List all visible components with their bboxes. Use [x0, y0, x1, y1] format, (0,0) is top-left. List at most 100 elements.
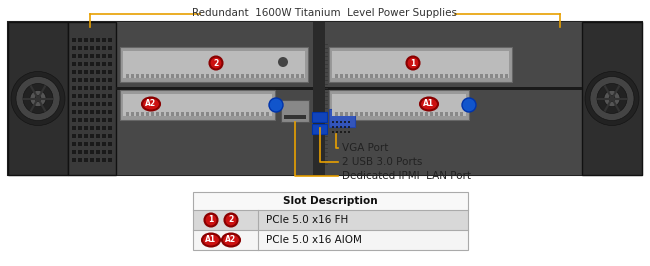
Bar	[136, 112, 139, 116]
Bar	[460, 112, 463, 116]
Circle shape	[462, 98, 476, 112]
Bar	[102, 46, 106, 50]
Bar	[385, 112, 388, 116]
Text: A2: A2	[146, 99, 157, 109]
Bar	[450, 112, 453, 116]
Bar	[470, 74, 473, 78]
Bar	[8, 22, 642, 175]
Bar	[96, 142, 100, 146]
Bar	[108, 62, 112, 66]
Bar	[108, 78, 112, 82]
Bar	[96, 38, 100, 42]
Bar	[90, 86, 94, 90]
Bar	[206, 74, 209, 78]
Bar	[410, 112, 413, 116]
Bar	[335, 74, 338, 78]
Bar	[221, 112, 224, 116]
Bar	[96, 78, 100, 82]
Bar	[186, 112, 189, 116]
Bar	[84, 102, 88, 106]
Bar	[90, 158, 94, 162]
Ellipse shape	[205, 214, 218, 227]
Bar	[72, 126, 76, 130]
Bar	[78, 86, 82, 90]
Bar	[84, 126, 88, 130]
Bar	[72, 102, 76, 106]
Bar	[78, 118, 82, 122]
Bar	[480, 74, 483, 78]
Bar	[72, 54, 76, 58]
Bar	[102, 78, 106, 82]
Bar	[329, 90, 469, 120]
Circle shape	[269, 98, 283, 112]
Bar	[96, 54, 100, 58]
Bar	[276, 74, 279, 78]
Bar	[332, 94, 466, 116]
Bar	[231, 74, 234, 78]
Bar	[90, 94, 94, 98]
Bar	[108, 134, 112, 138]
Bar	[96, 86, 100, 90]
Bar	[221, 74, 224, 78]
Bar	[460, 74, 463, 78]
Bar	[108, 142, 112, 146]
Bar	[186, 74, 189, 78]
Bar	[108, 54, 112, 58]
Bar	[72, 86, 76, 90]
Bar	[329, 47, 512, 82]
Bar	[345, 112, 348, 116]
Bar	[261, 112, 264, 116]
Bar	[84, 150, 88, 154]
Bar	[435, 112, 438, 116]
Bar	[201, 74, 204, 78]
Bar	[191, 112, 194, 116]
Bar	[455, 74, 458, 78]
Bar	[241, 112, 244, 116]
Bar	[108, 46, 112, 50]
Bar	[206, 112, 209, 116]
Bar	[400, 112, 403, 116]
Bar	[72, 46, 76, 50]
Text: PCIe 5.0 x16 FH: PCIe 5.0 x16 FH	[266, 215, 348, 225]
Bar	[291, 74, 294, 78]
Bar	[236, 74, 239, 78]
Bar	[151, 74, 154, 78]
Bar	[90, 54, 94, 58]
Bar	[84, 110, 88, 114]
Text: A1: A1	[205, 235, 216, 244]
Bar	[196, 74, 199, 78]
Bar	[84, 86, 88, 90]
Bar	[78, 126, 82, 130]
Ellipse shape	[420, 98, 438, 110]
Circle shape	[332, 126, 334, 128]
Bar	[78, 70, 82, 74]
Bar	[251, 74, 254, 78]
Bar	[72, 110, 76, 114]
Bar	[84, 94, 88, 98]
Circle shape	[336, 121, 338, 123]
Bar	[196, 112, 199, 116]
Bar	[72, 158, 76, 162]
Bar	[380, 74, 383, 78]
Bar	[72, 70, 76, 74]
Bar	[445, 112, 448, 116]
Bar	[90, 126, 94, 130]
Bar	[375, 112, 378, 116]
Bar	[301, 74, 304, 78]
Bar	[84, 78, 88, 82]
Bar	[96, 70, 100, 74]
Bar	[108, 126, 112, 130]
Ellipse shape	[202, 234, 220, 247]
Bar	[96, 110, 100, 114]
Circle shape	[16, 77, 60, 120]
Bar	[96, 134, 100, 138]
Bar	[455, 112, 458, 116]
Bar	[146, 74, 149, 78]
Bar	[84, 142, 88, 146]
Bar	[161, 112, 164, 116]
Bar	[435, 74, 438, 78]
Bar	[380, 112, 383, 116]
Bar	[340, 112, 343, 116]
Bar	[72, 134, 76, 138]
Bar	[84, 70, 88, 74]
